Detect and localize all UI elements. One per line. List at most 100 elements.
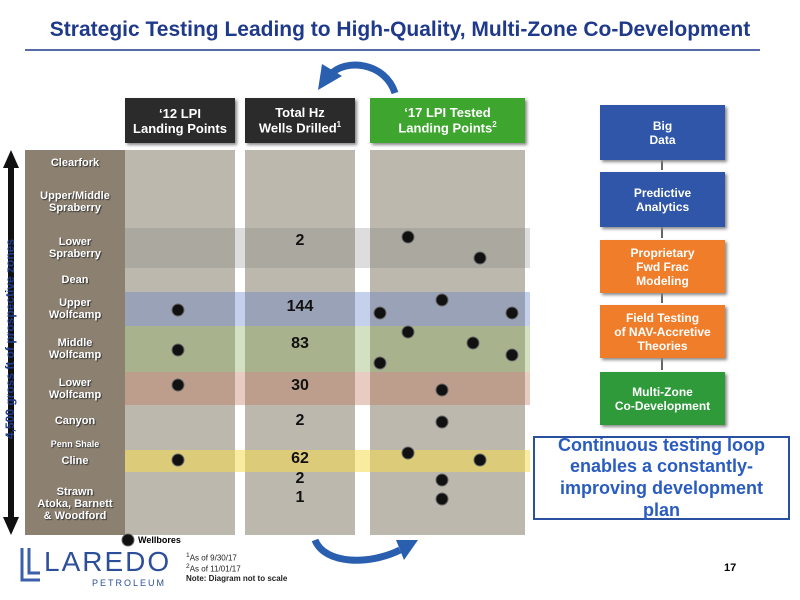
title: Strategic Testing Leading to High-Qualit…: [49, 18, 751, 41]
zone-line: Atoka, Barnett: [37, 497, 113, 510]
loop-arrow-head: [318, 64, 342, 90]
wellbore: [435, 415, 449, 429]
zone-label: Cline: [25, 450, 125, 472]
zone-line: Wolfcamp: [48, 309, 102, 321]
column-header: Total Hz Wells Drilled1: [245, 98, 355, 143]
zone-label: Middle Wolfcamp: [25, 326, 125, 372]
footnote: 2As of 11/01/17: [186, 563, 241, 574]
footnote-text: As of 11/01/17: [189, 564, 241, 574]
wellbore: [373, 356, 387, 370]
zone-line: & Woodford: [43, 509, 107, 522]
column-header: ‘17 LPI Tested Landing Points2: [370, 98, 525, 143]
wellbore: [171, 378, 185, 392]
footnote-ref: 2: [186, 563, 190, 570]
column-header: ‘12 LPI Landing Points: [125, 98, 235, 143]
zone-label: Strawn Atoka, Barnett & Woodford: [25, 472, 125, 535]
zone-band: [125, 292, 530, 326]
zone-line: Spraberry: [49, 201, 101, 214]
zone-band: [125, 326, 530, 372]
well-count: 1: [295, 489, 305, 506]
loop-arrow: [311, 538, 402, 564]
wellbore: [121, 533, 135, 547]
flow-line: of NAV-Accretive: [614, 324, 711, 339]
depth-arrow-head: [3, 517, 19, 535]
zone-band: [125, 450, 530, 472]
flow-box: Multi-Zone Co-Development: [600, 372, 725, 425]
wellbore: [401, 446, 415, 460]
wellbore: [373, 306, 387, 320]
logo-sub: PETROLEUM: [92, 578, 167, 588]
wellbore: [435, 383, 449, 397]
zone-line: Lower: [58, 376, 92, 389]
zone-line: Clearfork: [50, 156, 100, 169]
zone-line: Spraberry: [49, 248, 101, 260]
wellbore: [435, 473, 449, 487]
flow-box: Predictive Analytics: [600, 172, 725, 227]
zone-label: Upper Wolfcamp: [25, 292, 125, 326]
zone-line: Wolfcamp: [48, 349, 102, 361]
loop-arrow: [327, 61, 399, 95]
well-count: 83: [291, 335, 309, 352]
zone-line: Middle: [57, 337, 93, 349]
flow-line: Big: [652, 118, 673, 133]
zone-band: [125, 372, 530, 405]
footnote-ref: 1: [336, 120, 342, 130]
flow-line: Theories: [637, 338, 688, 353]
well-count: 2: [295, 470, 305, 487]
flow-line: Fwd Frac: [636, 259, 689, 274]
well-count: 30: [291, 377, 309, 394]
zone-line: Wolfcamp: [48, 388, 102, 401]
footnote: 1As of 9/30/17: [186, 552, 237, 563]
zone-label: Penn Shale: [25, 437, 125, 450]
zone-line: Strawn: [56, 485, 94, 498]
flow-line: Predictive: [633, 185, 692, 200]
header-line: Landing Points: [133, 120, 227, 136]
zone-line: Dean: [61, 274, 89, 286]
wellbore: [505, 348, 519, 362]
zone-label: Clearfork: [25, 150, 125, 175]
zone-label: Dean: [25, 268, 125, 292]
footnote-ref: 1: [186, 552, 190, 559]
well-count: 62: [291, 450, 309, 467]
wellbore: [171, 343, 185, 357]
footnote-text: As of 9/30/17: [189, 553, 237, 563]
page-number: 17: [724, 562, 737, 574]
well-count: 144: [286, 298, 314, 315]
header-line: Landing Points: [398, 120, 493, 136]
flow-line: Proprietary: [630, 245, 695, 260]
zone-band: [125, 228, 530, 268]
footnote: Note: Diagram not to scale: [186, 574, 288, 583]
wellbore: [473, 251, 487, 265]
zone-line: Upper: [59, 297, 91, 309]
flow-line: Analytics: [635, 199, 690, 214]
wellbore: [171, 453, 185, 467]
wellbore: [435, 492, 449, 506]
flow-box: Field Testing of NAV-Accretive Theories: [600, 305, 725, 358]
zone-line: Penn Shale: [50, 438, 100, 449]
zone-line: Lower: [58, 236, 92, 248]
flow-line: Field Testing: [625, 310, 700, 325]
loop-arrow-head: [396, 540, 418, 560]
zone-column: [25, 150, 125, 535]
side-label: 4,500 gross ft of prospective zones: [3, 238, 17, 440]
zone-line: Cline: [61, 455, 89, 467]
wellbore: [401, 230, 415, 244]
wellbore: [505, 306, 519, 320]
wellbore: [401, 325, 415, 339]
zone-label: Lower Wolfcamp: [25, 372, 125, 405]
well-count: 2: [295, 232, 305, 249]
zone-line: Canyon: [54, 415, 96, 427]
wellbores: [121, 230, 519, 547]
flow-line: Multi-Zone: [632, 384, 693, 399]
zone-label: Canyon: [25, 405, 125, 437]
flow-line: Modeling: [636, 273, 689, 288]
footnote-ref: 2: [492, 120, 497, 130]
well-count: 2: [295, 412, 305, 429]
header-line: Total Hz: [275, 105, 325, 121]
flow-line: Co-Development: [614, 398, 711, 413]
header-line: ‘12 LPI: [159, 105, 201, 121]
flow-box: Big Data: [600, 105, 725, 160]
callout: Continuous testing loop enables a consta…: [533, 435, 790, 520]
zone-line: Upper/Middle: [40, 189, 110, 202]
